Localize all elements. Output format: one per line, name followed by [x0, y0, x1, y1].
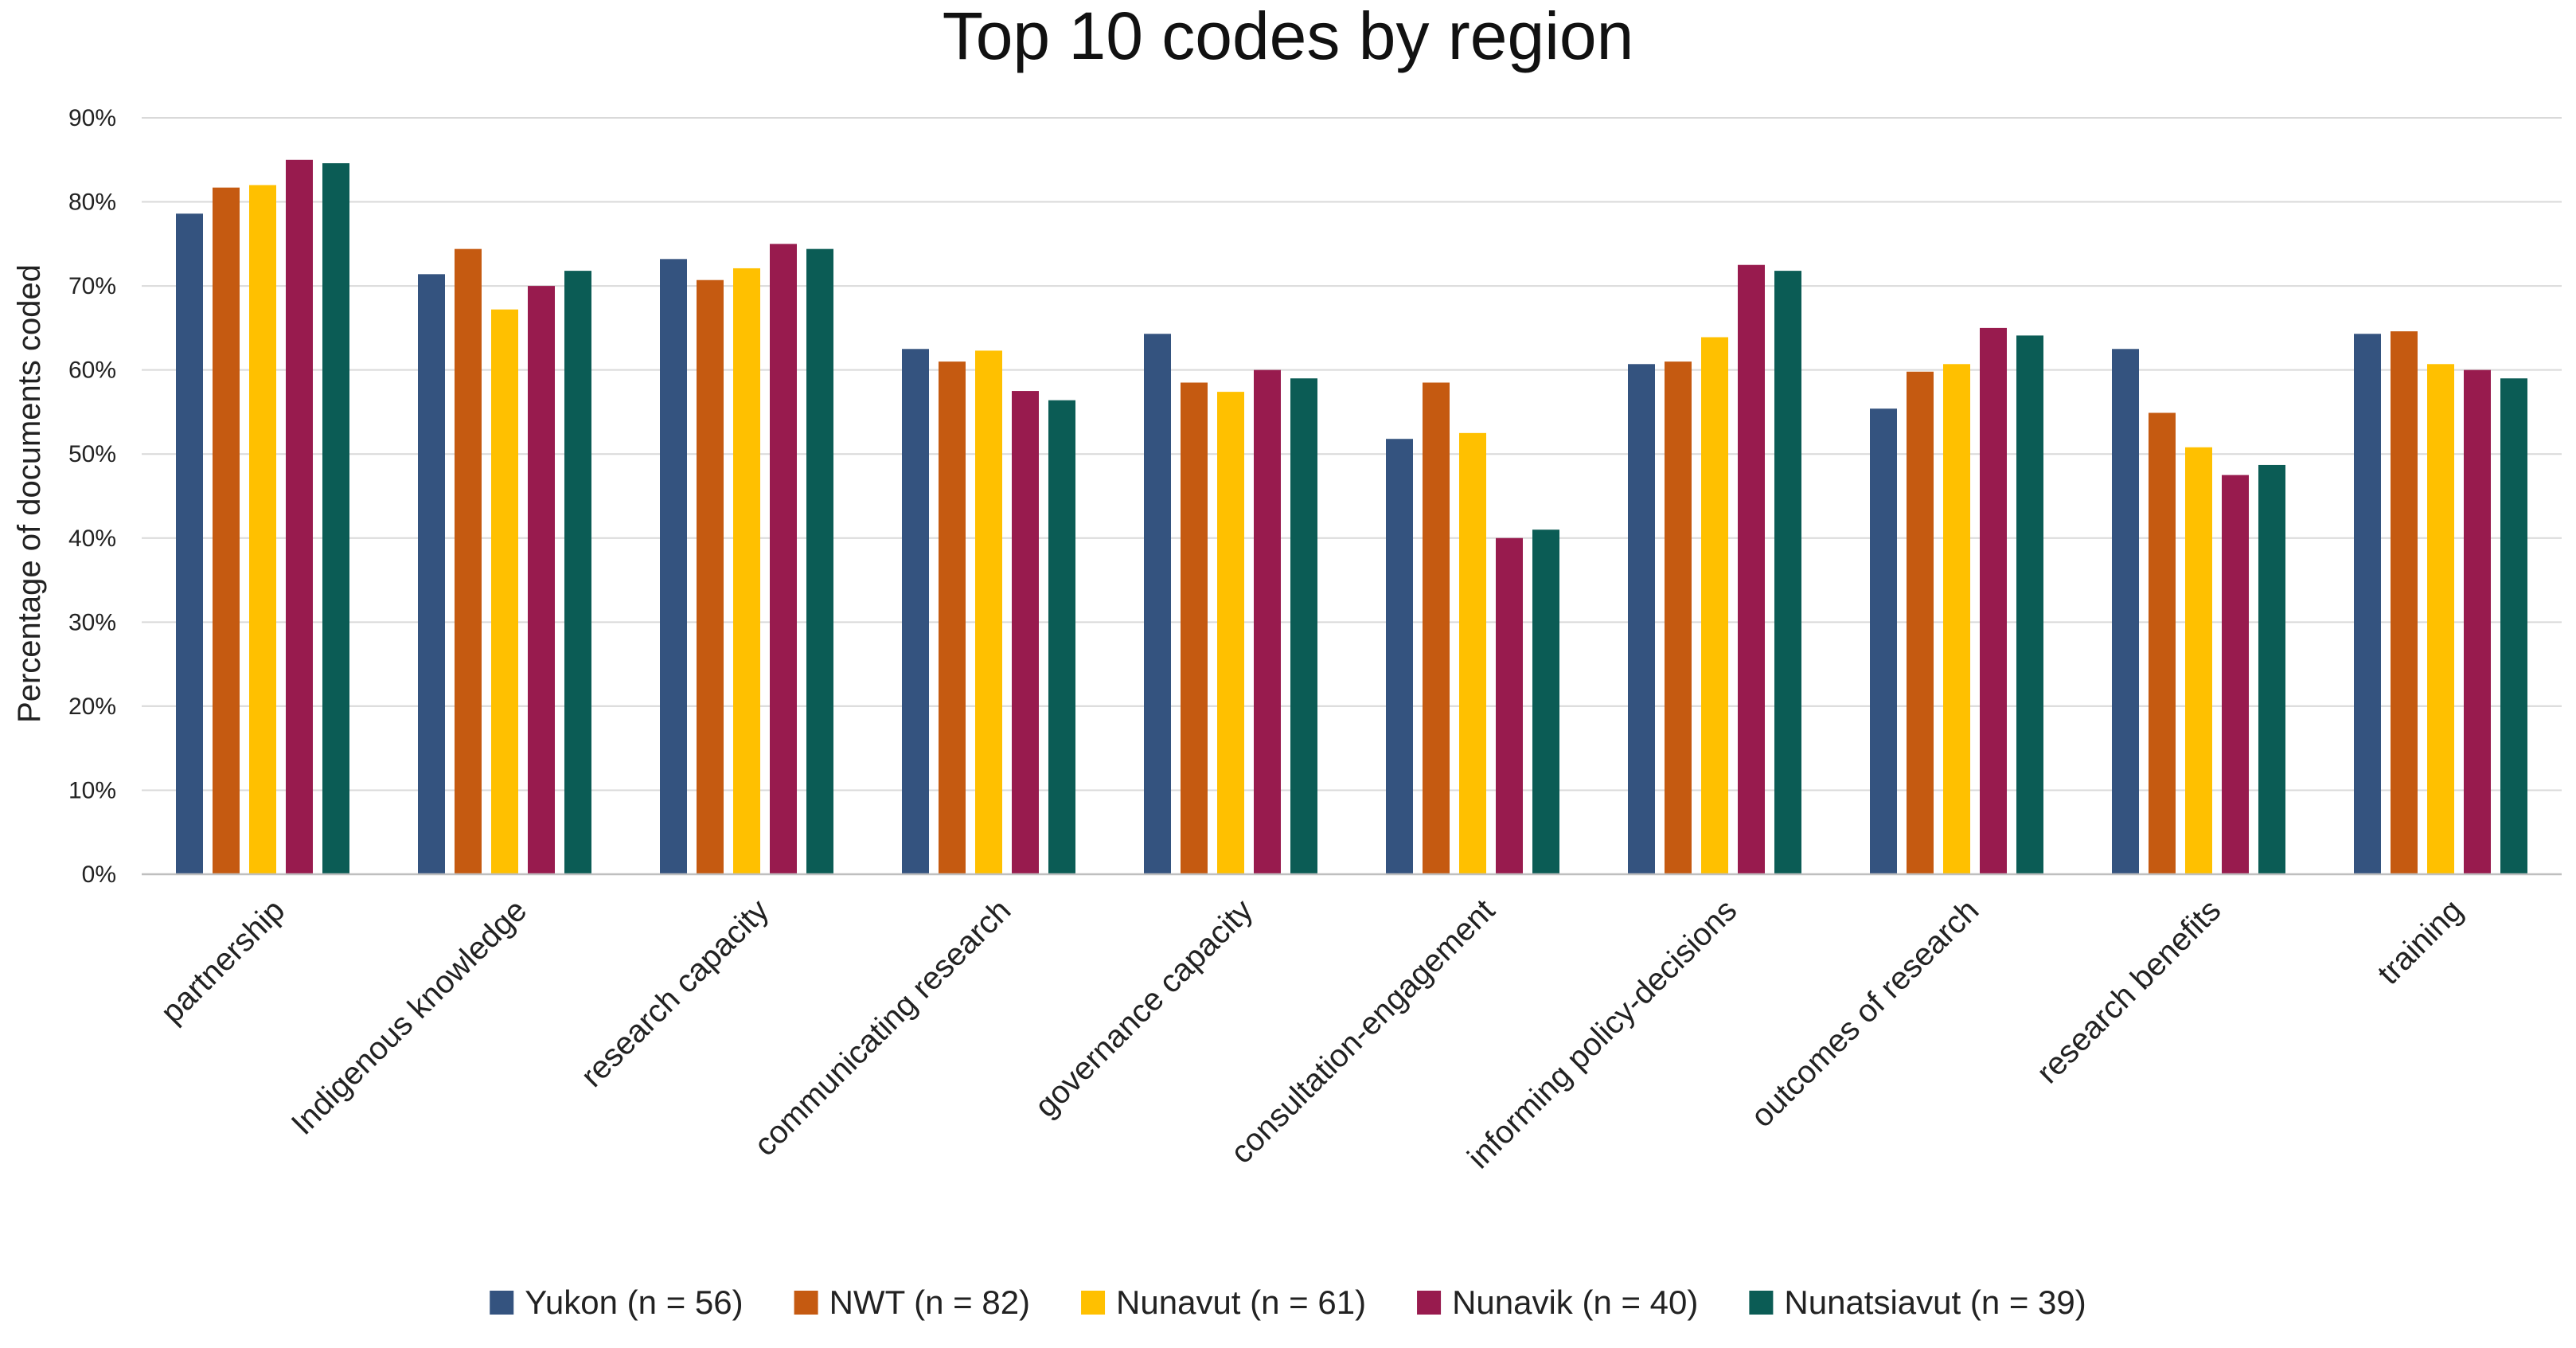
legend-swatch: [794, 1291, 818, 1315]
y-tick-label: 50%: [68, 441, 116, 467]
bar: [2112, 349, 2139, 874]
bar: [176, 213, 203, 874]
bar: [2500, 378, 2527, 874]
y-axis-label: Percentage of documents coded: [12, 264, 47, 723]
bar: [1048, 400, 1075, 875]
bar: [939, 361, 966, 875]
bar: [1943, 364, 1970, 874]
bar: [1144, 334, 1171, 874]
bar: [2222, 475, 2249, 874]
x-tick-label: informing policy-decisions: [1461, 893, 1743, 1175]
x-tick-label: research capacity: [575, 893, 776, 1094]
y-tick-label: 60%: [68, 358, 116, 384]
y-tick-label: 90%: [68, 105, 116, 131]
bar: [1290, 378, 1317, 874]
x-tick-label: training: [2371, 893, 2469, 991]
bar: [1423, 382, 1450, 874]
bar: [2149, 412, 2176, 874]
legend: Yukon (n = 56) NWT (n = 82) Nunavut (n = 6…: [490, 1284, 2086, 1321]
legend-swatch: [1417, 1291, 1442, 1315]
bar: [2391, 331, 2418, 875]
y-tick-label: 0%: [82, 862, 116, 888]
bar: [1701, 337, 1728, 874]
bar: [733, 268, 760, 874]
bar: [660, 259, 687, 874]
bar: [1907, 371, 1934, 874]
x-tick-label: research benefits: [2030, 893, 2227, 1090]
bar: [770, 244, 797, 874]
legend-label: Yukon (n = 56): [525, 1284, 743, 1321]
legend-label: NWT (n = 82): [829, 1284, 1030, 1321]
x-tick-label: consultation-engagement: [1224, 893, 1502, 1170]
bar: [806, 248, 833, 875]
bar: [249, 185, 276, 874]
y-tick-label: 20%: [68, 694, 116, 720]
bar: [1217, 392, 1244, 875]
bar: [2354, 334, 2381, 874]
bar: [1181, 382, 1208, 874]
y-tick-label: 70%: [68, 273, 116, 299]
bar: [902, 349, 929, 874]
bar: [697, 279, 724, 874]
y-tick-label: 80%: [68, 190, 116, 216]
legend-label: Nunavik (n = 40): [1452, 1284, 1698, 1321]
bar: [2016, 335, 2043, 874]
bar: [1870, 408, 1897, 874]
legend-swatch: [490, 1291, 514, 1315]
y-axis-ticks: 0% 10% 20% 30% 40% 50% 60% 70% 80% 90%: [68, 105, 116, 888]
bar: [2185, 447, 2212, 874]
legend-swatch: [1749, 1291, 1774, 1315]
bar: [528, 286, 555, 875]
bar: [1980, 327, 2007, 874]
y-tick-label: 40%: [68, 526, 116, 552]
y-tick-label: 10%: [68, 777, 116, 803]
x-tick-label: partnership: [154, 893, 292, 1030]
x-tick-label: Indigenous knowledge: [285, 893, 534, 1142]
legend-label: Nunavut (n = 61): [1116, 1284, 1366, 1321]
bar: [286, 159, 313, 874]
bar: [1665, 361, 1692, 875]
bar: [2258, 464, 2285, 874]
bar: [2427, 364, 2454, 874]
bar: [1628, 364, 1655, 874]
bar: [1386, 439, 1413, 874]
x-tick-label: communicating research: [747, 893, 1017, 1162]
chart-title: Top 10 codes by region: [943, 0, 1634, 73]
bar: [491, 309, 518, 875]
bar: [1532, 529, 1559, 874]
bar: [1738, 264, 1765, 874]
bar: [1496, 537, 1523, 874]
bar: [213, 187, 240, 875]
bar: [975, 350, 1002, 874]
x-tick-label: governance capacity: [1028, 893, 1260, 1124]
bars: [176, 159, 2527, 875]
bar: [2464, 369, 2491, 875]
bar: [1774, 271, 1801, 875]
legend-label: Nunatsiavut (n = 39): [1784, 1284, 2086, 1321]
bar: [322, 163, 349, 874]
bar: [455, 248, 482, 875]
bar: [418, 274, 445, 874]
bar: [1254, 369, 1281, 875]
legend-swatch: [1081, 1291, 1106, 1315]
bar: [564, 271, 591, 875]
bar: [1012, 391, 1039, 874]
x-tick-label: outcomes of research: [1744, 893, 1985, 1134]
bar: [1459, 432, 1486, 874]
y-tick-label: 30%: [68, 609, 116, 635]
